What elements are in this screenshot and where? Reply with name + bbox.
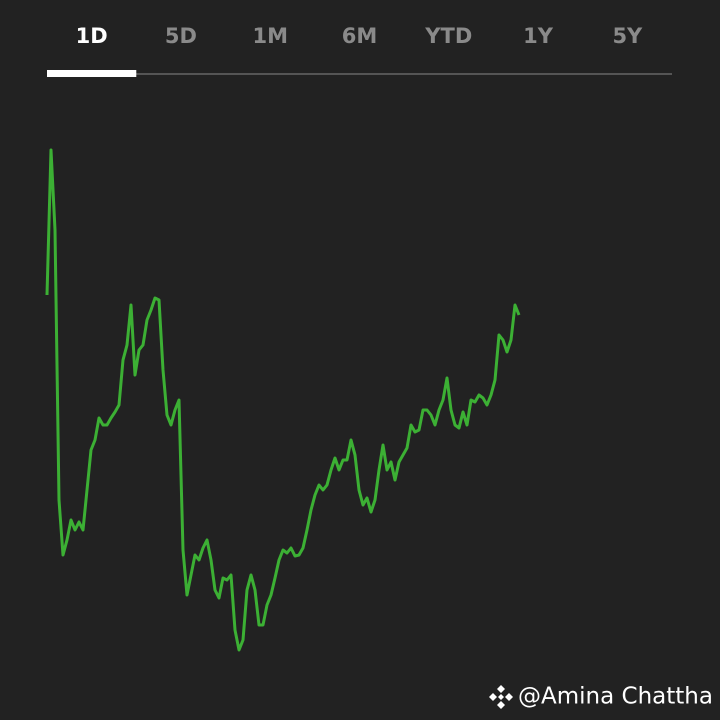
watermark: @Amina Chattha — [518, 684, 713, 710]
tab[interactable]: 1M — [252, 24, 288, 48]
tab[interactable]: YTD — [424, 24, 472, 48]
tab[interactable]: 5Y — [612, 24, 643, 48]
tab[interactable]: 6M — [342, 24, 378, 48]
watermark-icon — [489, 685, 513, 709]
price-line — [45, 148, 521, 652]
tab-indicator — [47, 70, 137, 77]
tab[interactable]: 5D — [165, 24, 197, 48]
tab[interactable]: 1D — [76, 24, 108, 48]
tab[interactable]: 1Y — [523, 24, 554, 48]
